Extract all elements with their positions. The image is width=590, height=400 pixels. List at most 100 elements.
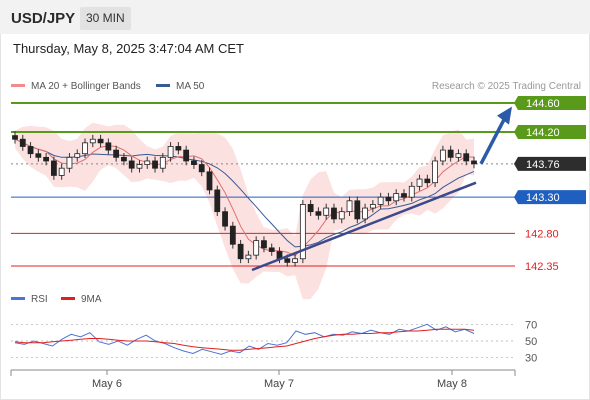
candle	[183, 145, 190, 166]
candle-up	[299, 204, 306, 260]
level-tag-bg	[514, 124, 586, 139]
level-label-142.80: 142.80	[525, 228, 559, 240]
rsi-legend-label: RSI	[31, 294, 48, 305]
candle-down	[354, 200, 361, 220]
level-tag-text: 144.60	[526, 98, 560, 110]
candle	[307, 200, 314, 217]
chart-header: USD/JPY 30 MIN	[0, 0, 590, 34]
candle	[432, 156, 439, 188]
candle-down	[105, 142, 112, 151]
candle	[19, 134, 26, 151]
projection-arrow-shaft	[479, 118, 506, 165]
candle	[362, 203, 368, 224]
candle	[416, 174, 423, 191]
candle	[229, 221, 236, 249]
candle	[105, 138, 112, 155]
candle-up	[346, 200, 353, 213]
rsi-tick-50: 50	[525, 336, 537, 348]
candle-down	[471, 160, 477, 165]
candle-up	[292, 258, 298, 263]
candle	[198, 160, 205, 177]
level-tag-143.76: 143.76	[514, 156, 586, 171]
candle-down	[206, 171, 213, 191]
candle-down	[385, 196, 392, 202]
candle	[385, 192, 392, 206]
candle	[237, 239, 244, 264]
candle-down	[307, 204, 314, 213]
candle-down	[12, 135, 18, 140]
candle	[323, 203, 330, 220]
level-tag-text: 143.30	[526, 192, 560, 204]
candle-up	[144, 160, 151, 165]
symbol-label: USD/JPY	[11, 10, 76, 27]
candle	[315, 207, 322, 220]
rsi-swatch	[11, 296, 25, 300]
candle	[113, 145, 120, 162]
candle	[268, 243, 275, 256]
candle-down	[463, 153, 470, 162]
candle-up	[408, 185, 415, 198]
candle-down	[113, 149, 120, 158]
candle-down	[191, 160, 197, 165]
candle-down	[447, 149, 454, 158]
candle	[136, 160, 143, 173]
candle-down	[424, 178, 431, 184]
candle-up	[323, 207, 330, 216]
candle	[97, 134, 104, 148]
candle-down	[315, 211, 322, 216]
candle-up	[82, 142, 88, 155]
level-tag-144.20: 144.20	[514, 124, 586, 139]
candle-up	[416, 178, 423, 187]
candle-up	[393, 193, 400, 202]
level-tag-bg	[514, 190, 586, 205]
candle	[159, 152, 166, 173]
timeframe-button[interactable]: 30 MIN	[80, 7, 131, 30]
candle-down	[183, 149, 190, 162]
candle	[354, 196, 361, 224]
candle	[167, 142, 174, 162]
candle	[27, 142, 34, 159]
candle-down	[331, 207, 337, 220]
candle-up	[136, 164, 143, 169]
level-tag-144.60: 144.60	[514, 96, 586, 110]
rsi-tick-70: 70	[525, 319, 537, 331]
candle-down	[222, 211, 228, 227]
candle	[152, 156, 158, 173]
candle	[424, 174, 431, 188]
candle	[82, 138, 88, 159]
candle	[191, 156, 197, 169]
candle	[447, 145, 454, 162]
level-tag-bg	[514, 156, 586, 171]
candle-up	[167, 146, 174, 158]
candle-down	[50, 160, 57, 176]
candle	[331, 203, 337, 224]
candle	[253, 236, 260, 260]
candle	[175, 142, 182, 155]
candle-down	[121, 156, 127, 162]
ma50-swatch	[156, 83, 170, 87]
candle-down	[229, 225, 236, 245]
candle-down	[97, 138, 104, 144]
x-tick-label: May 6	[92, 378, 122, 390]
candle-up	[89, 138, 96, 144]
legend-bb: MA 20 + Bollinger Bands	[11, 81, 141, 92]
candle-up	[159, 156, 166, 169]
candle	[43, 152, 50, 166]
candle-up	[58, 167, 65, 176]
candle-up	[455, 153, 462, 158]
candle	[463, 149, 470, 166]
candle-up	[253, 240, 260, 256]
rsi-tick-30: 30	[525, 353, 537, 365]
level-tag-text: 144.20	[526, 127, 560, 139]
candle	[439, 145, 446, 166]
candle-down	[175, 146, 182, 151]
candle	[471, 156, 477, 169]
candle	[206, 167, 213, 195]
rsi-ma-swatch	[61, 296, 75, 300]
level-tag-143.30: 143.30	[514, 190, 586, 205]
candle	[393, 189, 400, 206]
projection-arrow-head	[497, 106, 512, 125]
candle	[377, 192, 384, 209]
candle	[214, 185, 221, 217]
